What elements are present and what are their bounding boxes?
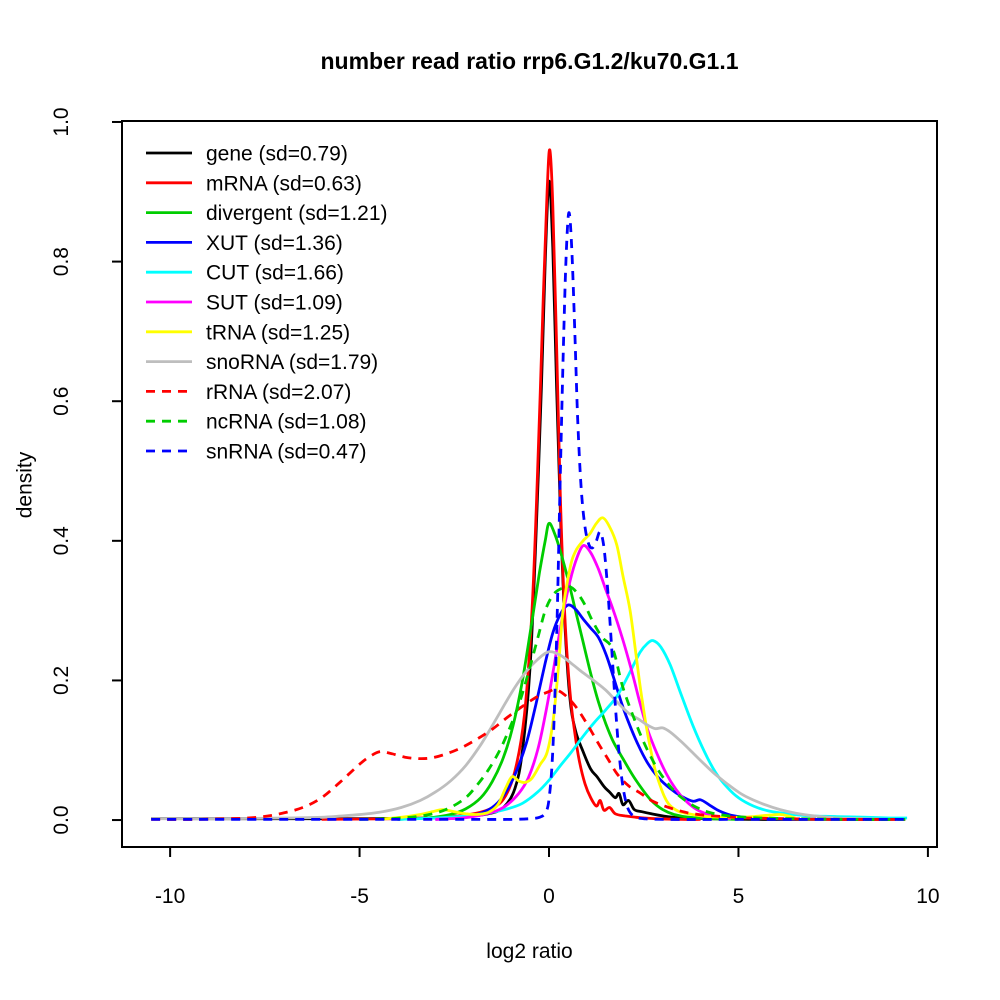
legend-item-CUT: CUT (sd=1.66) (146, 262, 344, 285)
y-tick-label-0.2: 0.2 (50, 666, 73, 695)
legend-label-snRNA: snRNA (sd=0.47) (206, 441, 367, 464)
legend-label-SUT: SUT (sd=1.09) (206, 292, 343, 315)
legend-item-SUT: SUT (sd=1.09) (146, 292, 343, 315)
legend-item-divergent: divergent (sd=1.21) (146, 202, 388, 225)
x-tick-label-5: 5 (733, 885, 745, 908)
curve-tRNA (378, 516, 796, 821)
legend-item-rRNA: rRNA (sd=2.07) (146, 381, 351, 404)
legend-label-mRNA: mRNA (sd=0.63) (206, 172, 362, 195)
y-tick-label-0.8: 0.8 (50, 247, 73, 276)
legend: gene (sd=0.79) mRNA (sd=0.63) divergent (s… (146, 143, 388, 464)
legend-label-ncRNA: ncRNA (sd=1.08) (206, 411, 367, 434)
legend-item-XUT: XUT (sd=1.36) (146, 232, 343, 255)
y-tick-label-0.0: 0.0 (50, 805, 73, 834)
y-tick-label-1.0: 1.0 (50, 107, 73, 136)
curve-SUT (435, 544, 732, 821)
curve-snoRNA (151, 650, 906, 821)
x-axis-label: log2 ratio (486, 940, 573, 963)
x-tick-label--10: -10 (155, 885, 185, 908)
legend-label-gene: gene (sd=0.79) (206, 143, 348, 166)
curve-rRNA (151, 688, 906, 821)
legend-item-mRNA: mRNA (sd=0.63) (146, 172, 362, 195)
legend-item-snoRNA: snoRNA (sd=1.79) (146, 351, 378, 374)
legend-label-CUT: CUT (sd=1.66) (206, 262, 344, 285)
legend-label-rRNA: rRNA (sd=2.07) (206, 381, 351, 404)
legend-label-XUT: XUT (sd=1.36) (206, 232, 343, 255)
legend-item-ncRNA: ncRNA (sd=1.08) (146, 411, 367, 434)
legend-item-gene: gene (sd=0.79) (146, 143, 348, 166)
legend-label-divergent: divergent (sd=1.21) (206, 202, 388, 225)
curve-XUT (435, 603, 796, 821)
legend-label-tRNA: tRNA (sd=1.25) (206, 321, 350, 344)
legend-item-snRNA: snRNA (sd=0.47) (146, 441, 367, 464)
y-tick-label-0.6: 0.6 (50, 387, 73, 416)
curve-CUT (397, 639, 908, 821)
chart-title: number read ratio rrp6.G1.2/ku70.G1.1 (320, 48, 739, 74)
legend-label-snoRNA: snoRNA (sd=1.79) (206, 351, 378, 374)
y-tick-label-0.4: 0.4 (50, 526, 73, 556)
x-tick-label-0: 0 (543, 885, 555, 908)
legend-item-tRNA: tRNA (sd=1.25) (146, 321, 350, 344)
curve-snRNA (151, 211, 906, 821)
x-tick-label--5: -5 (350, 885, 369, 908)
x-tick-label-10: 10 (916, 885, 939, 908)
plot-box (121, 120, 938, 848)
y-axis-label: density (13, 451, 37, 519)
